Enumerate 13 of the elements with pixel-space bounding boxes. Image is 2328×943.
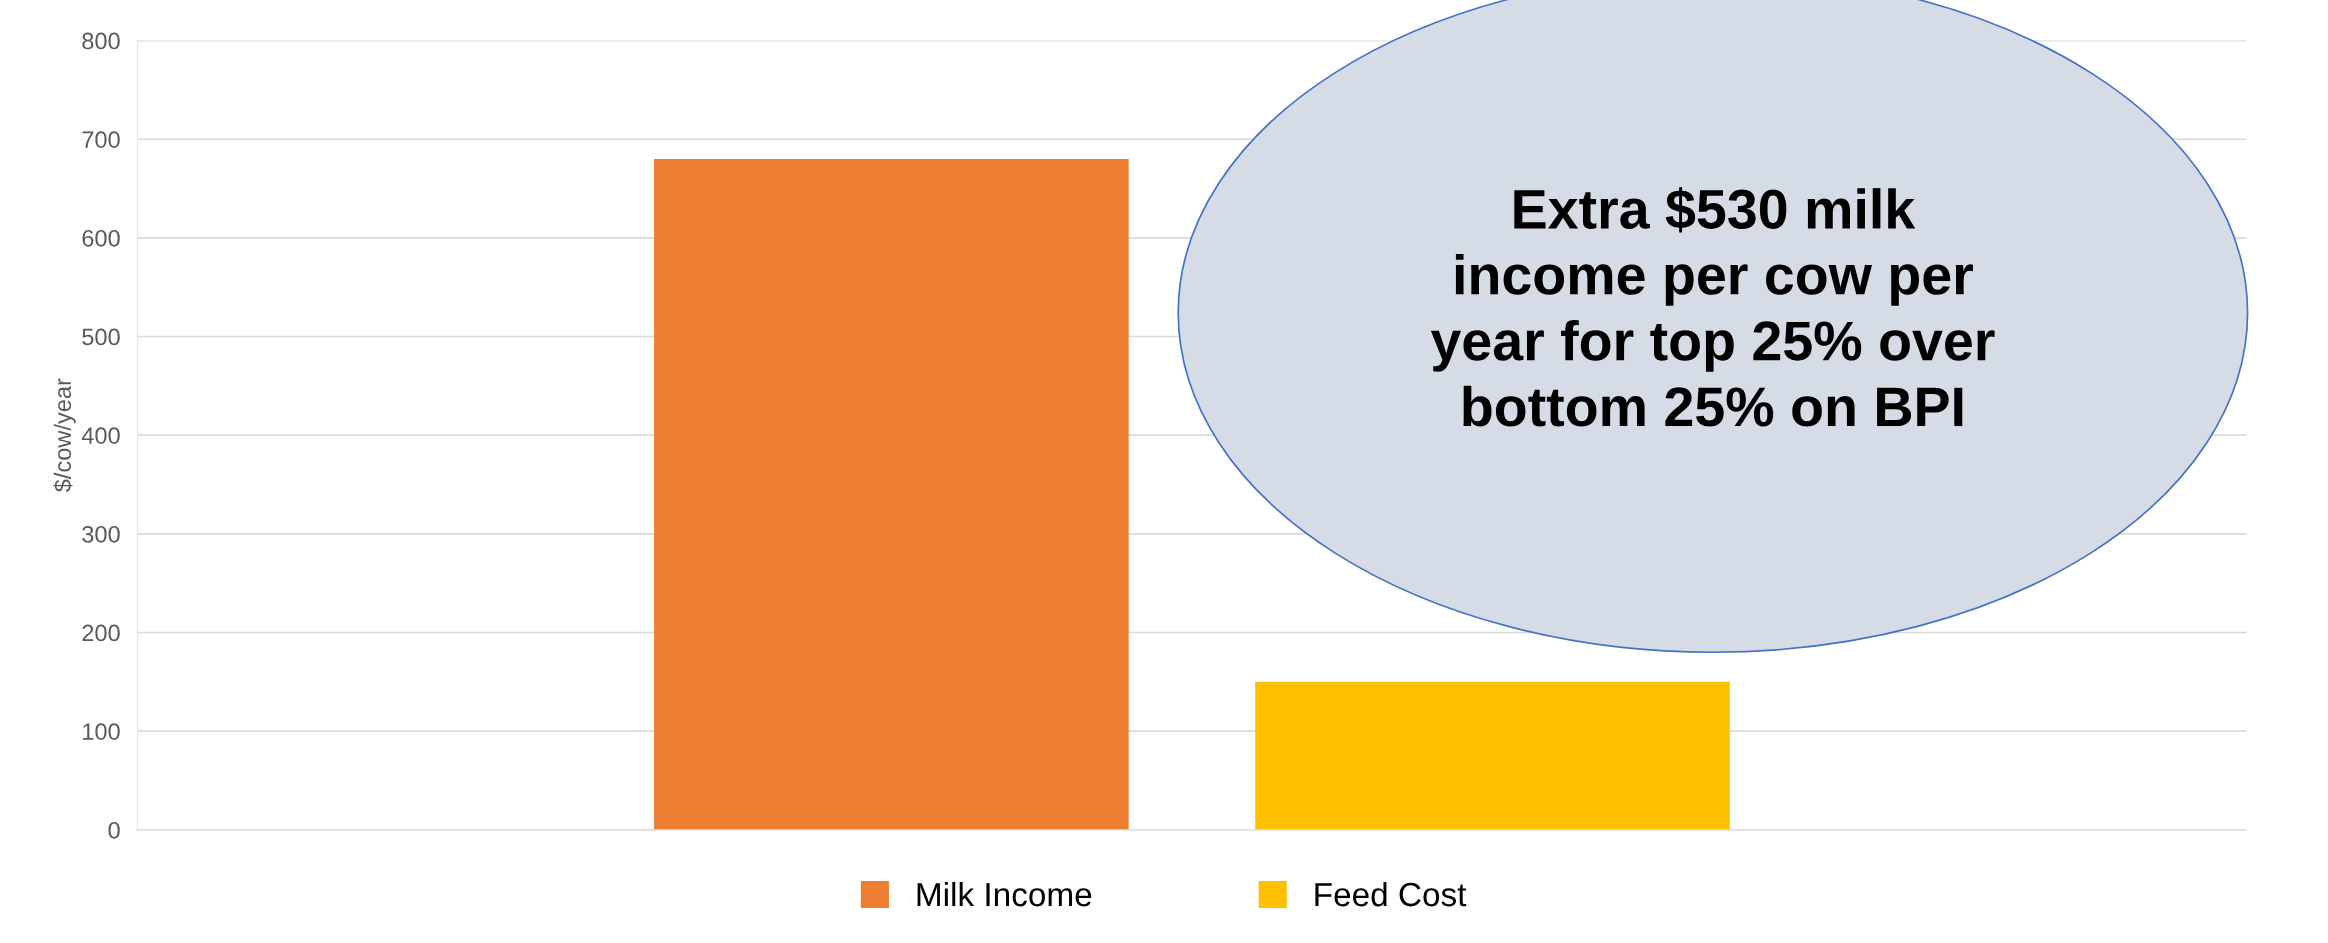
y-tick-label: 100 <box>83 723 120 740</box>
y-tick-label: 600 <box>82 229 120 247</box>
y-tick-label: 200 <box>82 624 120 642</box>
y-tick-label: 500 <box>82 328 120 346</box>
legend-label: Milk Income <box>917 881 1092 907</box>
y-tick-label: 300 <box>82 525 120 543</box>
annotation: Extra $530 milk income per cow per year for top 25% over bottom 25% on BPI <box>1430 187 1995 427</box>
y-tick-label: 400 <box>81 427 120 444</box>
y-tick-label: 0 <box>108 821 120 839</box>
legend-label: Feed Cost <box>1315 881 1467 907</box>
y-tick-label: 700 <box>82 131 120 148</box>
y-tick-label: 800 <box>82 32 120 50</box>
y-axis-title: $/cow/year <box>53 378 76 493</box>
